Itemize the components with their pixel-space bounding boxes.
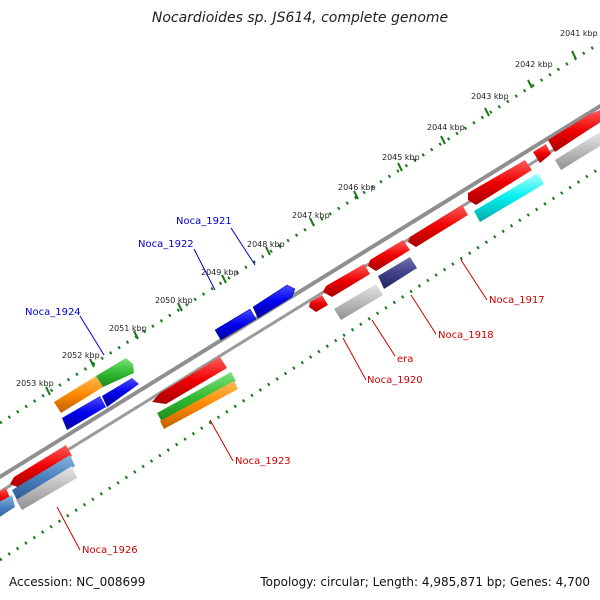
ruler-tick-label: 2042 kbp (515, 60, 553, 69)
gene-label-noca-1920: Noca_1920 (367, 375, 423, 386)
gene-label-noca-1917: Noca_1917 (489, 295, 545, 306)
ruler-tick-label: 2051 kbp (109, 324, 147, 333)
ruler-tick-label: 2043 kbp (471, 92, 509, 101)
gene-noca-1921 (252, 284, 296, 319)
ruler-tick (440, 135, 446, 145)
ruler-tick (133, 330, 139, 340)
gene-noca-1924 (54, 358, 134, 413)
ruler-tick-label: 2044 kbp (427, 123, 465, 132)
gene-label-noca-1924: Noca_1924 (25, 307, 81, 318)
ruler-tick-label: 2045 kbp (382, 153, 420, 162)
gene-noca-1917-group (368, 110, 600, 271)
gene-label-noca-1926: Noca_1926 (82, 545, 138, 556)
ruler-tick-label: 2052 kbp (62, 351, 100, 360)
ruler-tick (353, 190, 359, 200)
ruler-tick-label: 2050 kbp (155, 296, 193, 305)
ruler-tick (309, 217, 315, 227)
ruler-tick (221, 274, 227, 284)
ruler-tick (484, 107, 490, 117)
gene-label-era: era (397, 354, 413, 365)
label-leaders (56, 227, 488, 551)
ruler-tick (527, 79, 533, 89)
backbone-line (0, 103, 600, 480)
ruler-tick-label: 2041 kbp (560, 29, 598, 38)
ruler-tick-label: 2047 kbp (292, 211, 330, 220)
gene-noca-1922 (214, 308, 257, 341)
ruler: 2041 kbp 2042 kbp 2043 kbp 2044 kbp 2045 kbp… (0, 29, 600, 425)
gene-label-noca-1922: Noca_1922 (138, 239, 194, 250)
ruler-tick-label: 2053 kbp (16, 379, 54, 388)
gene-noca-1925 (62, 378, 139, 430)
gene-label-noca-1921: Noca_1921 (176, 216, 232, 227)
gene-noca-1923 (152, 357, 238, 429)
ruler-tick (571, 50, 577, 60)
gene-label-noca-1923: Noca_1923 (235, 456, 291, 467)
accession-text: Accession: NC_008699 (9, 575, 146, 589)
gene-noca-1918 (378, 257, 417, 289)
genome-summary-text: Topology: circular; Length: 4,985,871 bp… (260, 575, 590, 589)
map-title: Nocardioides sp. JS614, complete genome (151, 10, 449, 26)
ruler-tick-label: 2046 kbp (338, 183, 376, 192)
ruler-tick-label: 2048 kbp (247, 240, 285, 249)
gene-noca-1926 (0, 445, 77, 517)
ruler-tick (265, 246, 271, 256)
ruler-line (0, 41, 600, 425)
ruler-tick (177, 302, 183, 312)
ruler-tick (45, 386, 51, 396)
ruler-tick-label: 2049 kbp (201, 268, 239, 277)
gene-label-noca-1918: Noca_1918 (438, 330, 494, 341)
gene-noca-1920 (309, 264, 370, 312)
ruler-tick (89, 358, 95, 368)
ruler-tick (397, 162, 403, 172)
inner-dotted-line (0, 166, 600, 562)
gene-era (334, 284, 383, 320)
